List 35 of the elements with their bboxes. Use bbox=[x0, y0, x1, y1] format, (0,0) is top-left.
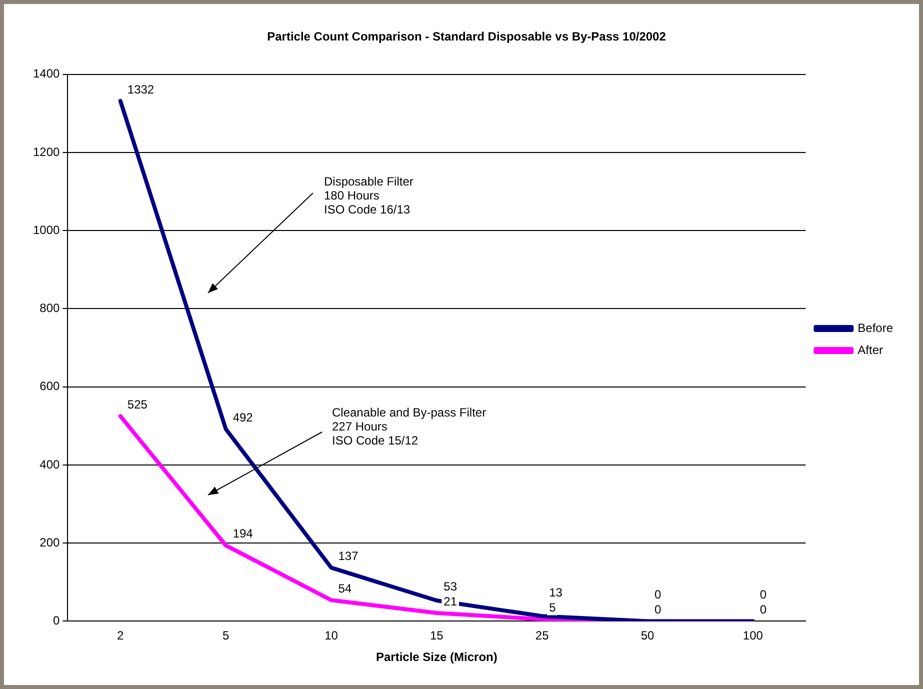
data-label: 194 bbox=[232, 526, 254, 541]
annotation: Disposable Filter 180 Hours ISO Code 16/13 bbox=[324, 174, 414, 216]
data-label: 137 bbox=[338, 549, 359, 564]
legend-label: Before bbox=[858, 320, 894, 335]
y-tick-label: 200 bbox=[40, 535, 60, 550]
data-label: 0 bbox=[654, 588, 662, 602]
y-tick-label: 1400 bbox=[32, 66, 60, 81]
data-label: 0 bbox=[760, 588, 767, 602]
y-tick-label: 1200 bbox=[32, 144, 60, 159]
x-tick-label: 10 bbox=[324, 628, 338, 643]
x-tick-label: 2 bbox=[117, 628, 124, 643]
y-tick-label: 400 bbox=[40, 457, 60, 472]
y-tick-label: 1000 bbox=[32, 222, 60, 237]
x-tick-label: 25 bbox=[535, 628, 550, 643]
x-tick-label: 5 bbox=[222, 628, 230, 643]
data-label: 0 bbox=[760, 602, 767, 617]
x-tick-label: 15 bbox=[430, 628, 444, 643]
data-label: 525 bbox=[127, 397, 148, 412]
y-tick-label: 0 bbox=[53, 614, 60, 628]
annotation: Cleanable and By-pass Filter 227 Hours ISO Code 15/12 bbox=[332, 405, 486, 448]
x-tick-label: 50 bbox=[640, 628, 655, 643]
data-label: 21 bbox=[444, 594, 458, 608]
data-label: 13 bbox=[549, 586, 563, 600]
chart-title: Particle Count Comparison - Standard Disposable vs By-Pass 10/2002 bbox=[267, 30, 666, 44]
legend-label: After bbox=[858, 342, 883, 357]
data-label: 0 bbox=[654, 602, 662, 617]
y-tick-label: 600 bbox=[40, 379, 60, 394]
x-axis-title: Particle Size (Micron) bbox=[376, 650, 498, 664]
data-label: 5 bbox=[549, 600, 556, 615]
data-label: 53 bbox=[444, 579, 458, 594]
data-label: 1332 bbox=[127, 82, 154, 96]
x-tick-label: 100 bbox=[742, 628, 764, 643]
data-label: 492 bbox=[232, 410, 254, 424]
y-tick-label: 800 bbox=[40, 301, 60, 316]
data-label: 54 bbox=[338, 581, 352, 596]
